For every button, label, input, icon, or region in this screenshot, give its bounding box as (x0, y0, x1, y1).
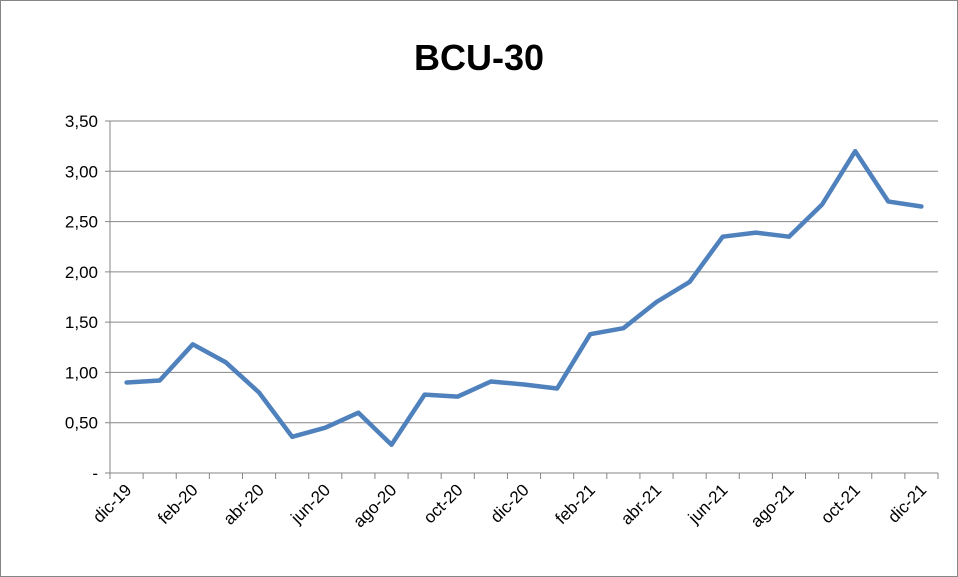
y-tick-label: 1,00 (65, 363, 98, 382)
y-tick-label: 1,50 (65, 313, 98, 332)
y-tick-label: 2,50 (65, 213, 98, 232)
y-tick-label: 2,00 (65, 263, 98, 282)
y-tick-label: 3,50 (65, 112, 98, 131)
data-line (124, 148, 924, 448)
chart-title: BCU-30 (414, 37, 544, 78)
y-tick-label: 3,00 (65, 162, 98, 181)
y-tick-label: - (92, 464, 98, 483)
y-tick-label: 0,50 (65, 414, 98, 433)
